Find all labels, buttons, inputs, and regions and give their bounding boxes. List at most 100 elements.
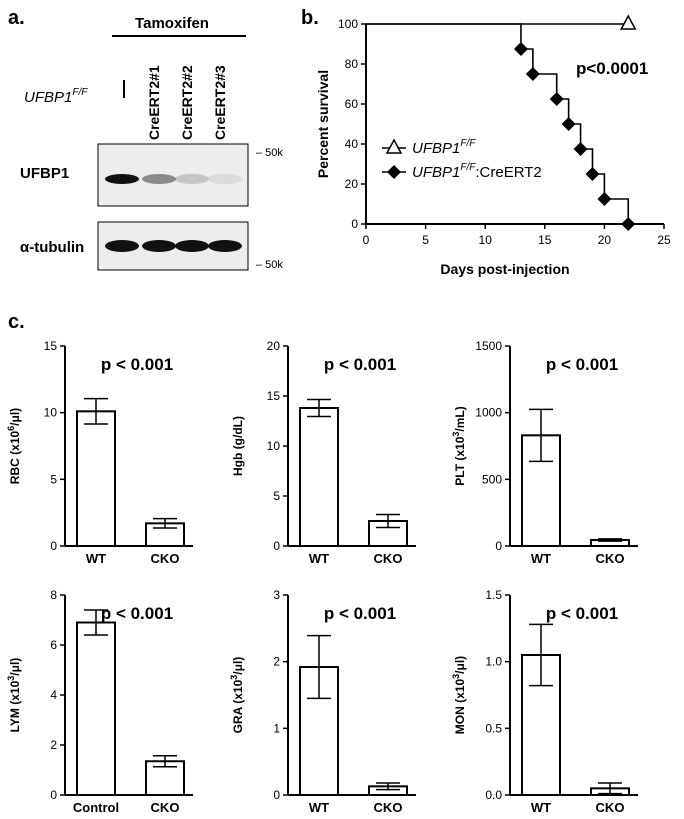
category-label: WT [309, 551, 329, 566]
panel-a: a. Tamoxifen UFBP1F/F CreERT2#1 CreERT2#2… [8, 7, 283, 271]
y-tick-label: 1 [273, 721, 280, 735]
y-tick-label: 8 [50, 588, 57, 602]
survival-marker [585, 167, 600, 181]
y-axis-title: GRA (x103/μl) [229, 657, 245, 734]
y-tick-label: 0.0 [485, 788, 502, 802]
x-axis-title: Days post-injection [440, 261, 569, 277]
category-label: WT [531, 551, 551, 566]
y-tick-label: 1000 [475, 406, 502, 420]
bar [299, 407, 339, 547]
y-axis-title: MON (x103/μl) [451, 656, 467, 734]
panel-a-label: a. [8, 7, 25, 29]
category-label: WT [531, 800, 551, 815]
bar-chart: 0 5 10 15 RBC (x106/μl) p < 0.001 WT CKO [6, 339, 193, 566]
treatment-header: Tamoxifen [135, 15, 209, 32]
y-tick-label: 0 [50, 539, 57, 553]
survival-marker [513, 42, 528, 56]
category-label: CKO [596, 551, 625, 566]
panel-b: b. 0 20 40 60 80 100 0 5 10 15 20 25 Days post-injec… [301, 7, 671, 277]
y-tick-label: 2 [50, 738, 57, 752]
category-label: WT [309, 800, 329, 815]
y-tick-label: 20 [345, 177, 359, 191]
x-tick-label: 10 [479, 233, 493, 247]
y-tick-label: 80 [345, 57, 359, 71]
survival-marker [561, 117, 576, 131]
p-value-annotation: p < 0.001 [324, 355, 396, 374]
category-label: CKO [596, 800, 625, 815]
lane-label: CreERT2#3 [212, 65, 228, 140]
x-tick-label: 5 [422, 233, 429, 247]
genotype-label: UFBP1F/F [24, 87, 88, 106]
legend-label: UFBP1F/F:CreERT2 [412, 162, 542, 181]
y-tick-label: 0 [273, 539, 280, 553]
y-tick-label: 0.5 [485, 721, 502, 735]
y-axis-title: Percent survival [315, 70, 331, 178]
legend-marker [385, 138, 403, 154]
survival-chart: 0 20 40 60 80 100 0 5 10 15 20 25 Days post-injectio… [315, 14, 671, 277]
y-tick-label: 100 [338, 17, 358, 31]
marker-label: – 50k [256, 147, 283, 159]
protein-band [208, 240, 242, 252]
y-axis-title: RBC (x106/μl) [6, 408, 22, 484]
blot-boxes: UFBP1 – 50k α-tubulin – 50k [20, 143, 283, 271]
y-axis-title: LYM (x103/μl) [6, 658, 22, 733]
blot-label: UFBP1 [20, 165, 69, 182]
legend-marker [387, 165, 401, 179]
category-label: CKO [151, 800, 180, 815]
p-value-annotation: p < 0.001 [101, 355, 173, 374]
y-tick-label: 1.0 [485, 655, 502, 669]
survival-marker [525, 67, 540, 81]
protein-band [105, 240, 139, 252]
marker-label: – 50k [256, 259, 283, 271]
category-label: WT [86, 551, 106, 566]
bar-chart: 0 1 2 3 GRA (x103/μl) p < 0.001 WT CKO [229, 588, 416, 815]
y-axis-title: PLT (x103/mL) [451, 406, 467, 485]
y-axis-title: Hgb (g/dL) [231, 416, 245, 476]
protein-band [175, 240, 209, 252]
bar-chart: 0.0 0.5 1.0 1.5 MON (x103/μl) p < 0.001 WT CKO [451, 588, 638, 815]
p-value-annotation: p < 0.001 [546, 355, 618, 374]
p-value-annotation: p < 0.001 [101, 604, 173, 623]
y-tick-label: 0 [273, 788, 280, 802]
protein-band [208, 174, 242, 184]
y-tick-label: 40 [345, 137, 359, 151]
survival-marker [549, 92, 564, 106]
category-label: Control [73, 800, 119, 815]
bar [76, 410, 116, 548]
y-tick-label: 0 [50, 788, 57, 802]
blot-label: α-tubulin [20, 239, 84, 256]
p-value-annotation: p < 0.001 [546, 604, 618, 623]
survival-line [366, 23, 630, 224]
protein-band [142, 174, 176, 184]
y-tick-label: 15 [44, 339, 58, 353]
survival-marker [597, 192, 612, 206]
p-value-annotation: p < 0.001 [324, 604, 396, 623]
survival-marker [621, 217, 636, 231]
panel-c-label: c. [8, 311, 25, 333]
x-tick-label: 25 [657, 233, 671, 247]
legend-label: UFBP1F/F [412, 138, 476, 157]
survival-marker [619, 14, 637, 30]
bar-chart: 0 2 4 6 8 LYM (x103/μl) p < 0.001 Control CKO [6, 588, 193, 815]
y-tick-label: 5 [273, 489, 280, 503]
y-tick-label: 0 [351, 217, 358, 231]
y-tick-label: 10 [44, 406, 58, 420]
bar [76, 621, 116, 796]
lane-labels: CreERT2#1 CreERT2#2 CreERT2#3 [146, 65, 228, 140]
y-tick-label: 60 [345, 97, 359, 111]
lane-label: CreERT2#2 [179, 65, 195, 140]
y-tick-label: 10 [267, 439, 281, 453]
protein-band [105, 174, 139, 184]
y-tick-label: 1500 [475, 339, 502, 353]
protein-band [142, 240, 176, 252]
lane-label: CreERT2#1 [146, 65, 162, 140]
category-label: CKO [374, 551, 403, 566]
y-tick-label: 6 [50, 638, 57, 652]
survival-marker [573, 142, 588, 156]
y-tick-label: 3 [273, 588, 280, 602]
y-tick-label: 4 [50, 688, 57, 702]
category-label: CKO [374, 800, 403, 815]
